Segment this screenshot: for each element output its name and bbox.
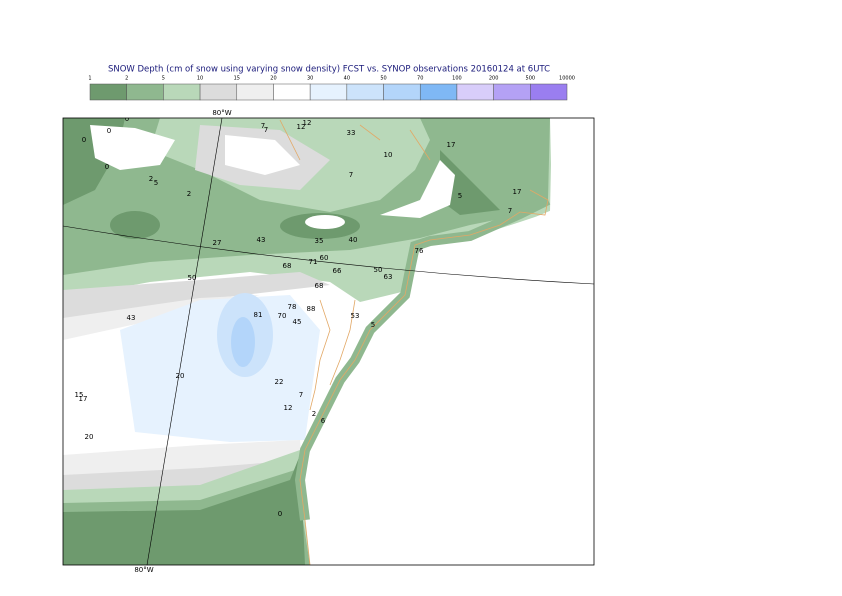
observation: 2 [187, 190, 191, 198]
observation: 10 [384, 151, 393, 159]
observation: 53 [351, 312, 360, 320]
observation: 17 [79, 395, 88, 403]
lon-label: 80°W [212, 109, 231, 117]
legend-swatch [493, 83, 531, 101]
observation: 71 [309, 258, 318, 266]
observation: 60 [320, 254, 329, 262]
observation: 0 [82, 136, 86, 144]
legend-swatch [273, 83, 311, 101]
map-frame [62, 117, 595, 566]
observation: 43 [127, 314, 136, 322]
observation: 43 [257, 236, 266, 244]
observation: 68 [283, 262, 292, 270]
observation: 5 [458, 192, 462, 200]
legend-swatch [456, 83, 494, 101]
observation: 50 [188, 274, 197, 282]
observation: 88 [307, 305, 316, 313]
observation: 22 [275, 378, 284, 386]
observation: 20 [176, 372, 185, 380]
legend-tick: 200 [489, 76, 499, 82]
observation: 12 [297, 123, 306, 131]
legend-tick: 2 [125, 76, 128, 82]
legend: 1 2 5 10 15 20 30 40 50 70 100 200 500 10000 [88, 76, 575, 101]
observation: 45 [293, 318, 302, 326]
legend-swatch [346, 83, 384, 101]
legend-swatch [530, 83, 568, 101]
observation: 7 [508, 207, 512, 215]
observation: 17 [513, 188, 522, 196]
observation: 0 [278, 510, 282, 518]
observation: 33 [347, 129, 356, 137]
legend-tick: 1 [88, 76, 91, 82]
legend-tick: 15 [234, 76, 240, 82]
legend-swatch [199, 83, 238, 101]
observation: 2 [149, 175, 153, 183]
legend-tick: 70 [417, 76, 423, 82]
lon-label: 80°W [134, 566, 153, 574]
legend-tick: 5 [162, 76, 165, 82]
legend-swatch [163, 83, 201, 101]
legend-swatch [419, 83, 458, 101]
observation: 0 [107, 127, 111, 135]
observation: 0 [125, 115, 129, 123]
legend-tick: 10 [197, 76, 203, 82]
legend-swatch [89, 83, 127, 101]
observation: 12 [303, 119, 312, 127]
observation: 17 [447, 141, 456, 149]
observation: 7 [264, 126, 268, 134]
legend-tick: 30 [307, 76, 313, 82]
legend-tick: 40 [344, 76, 350, 82]
observation: 5 [154, 179, 158, 187]
observation: 68 [315, 282, 324, 290]
observation: 0 [105, 163, 109, 171]
observation: 5 [371, 321, 375, 329]
observation: 81 [254, 311, 263, 319]
observation: 12 [284, 404, 293, 412]
legend-tick: 20 [270, 76, 276, 82]
observation: 35 [315, 237, 324, 245]
title: SNOW Depth (cm of snow using varying sno… [108, 65, 550, 75]
observation: 78 [288, 303, 297, 311]
observation: 7 [299, 391, 303, 399]
observation: 7 [261, 122, 265, 130]
legend-swatch [126, 83, 164, 101]
observation: 2 [312, 410, 316, 418]
observation: 40 [349, 236, 358, 244]
legend-swatch [236, 83, 274, 101]
observation: 20 [85, 433, 94, 441]
legend-tick: 100 [452, 76, 462, 82]
observation: 7 [349, 171, 353, 179]
legend-swatch [383, 83, 421, 101]
observation: 27 [213, 239, 222, 247]
legend-tick: 10000 [559, 76, 575, 82]
observation: 63 [384, 273, 393, 281]
legend-tick: 500 [526, 76, 536, 82]
observation: 66 [333, 267, 342, 275]
legend-swatch [309, 83, 348, 101]
legend-tick: 50 [380, 76, 386, 82]
observation: 70 [278, 312, 287, 320]
observation: 76 [415, 247, 424, 255]
observation: 50 [374, 266, 383, 274]
observation: 6 [321, 417, 326, 425]
observation: 15 [75, 391, 84, 399]
